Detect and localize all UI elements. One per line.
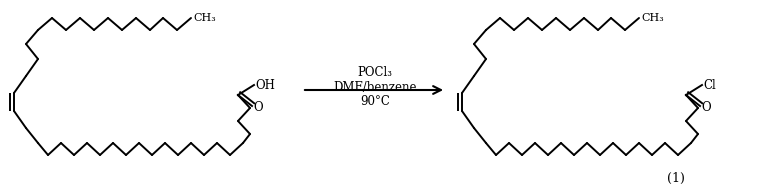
Text: POCl₃: POCl₃ [357,65,393,79]
Text: CH₃: CH₃ [193,13,216,23]
Text: O: O [253,100,263,114]
Text: O: O [701,100,710,114]
Text: (1): (1) [667,171,685,185]
Text: Cl: Cl [703,79,716,91]
Text: CH₃: CH₃ [641,13,664,23]
Text: 90°C: 90°C [360,94,390,108]
Text: OH: OH [255,79,275,91]
Text: DMF/benzene: DMF/benzene [333,80,417,94]
